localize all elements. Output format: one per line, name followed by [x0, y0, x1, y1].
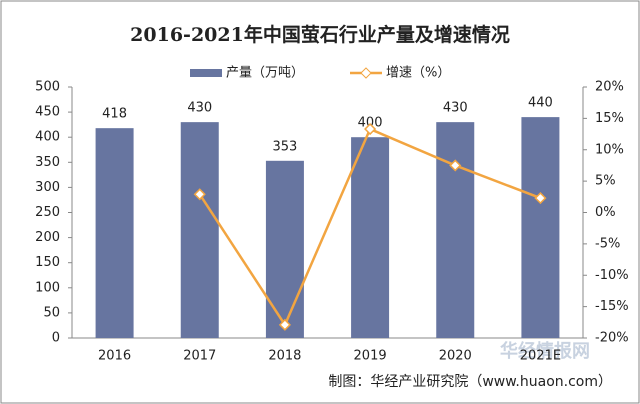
bar: [95, 128, 134, 338]
bar: [436, 122, 475, 338]
y-tick-label: 400: [35, 130, 60, 145]
y-tick-label: 150: [35, 255, 60, 270]
y2-tick-label: -5%: [595, 236, 620, 251]
y-tick-label: 350: [35, 155, 60, 170]
legend-label: 增速（%）: [386, 66, 450, 81]
y2-tick-label: 5%: [595, 174, 616, 189]
y-tick-label: 200: [35, 230, 60, 245]
x-tick-label: 2018: [268, 349, 301, 364]
y2-tick-label: 10%: [595, 142, 624, 157]
growth-marker: [193, 188, 206, 201]
x-tick-label: 2020: [439, 349, 472, 364]
x-tick-label: 2017: [183, 349, 216, 364]
chart-title: 2016-2021年中国萤石行业产量及增速情况: [130, 23, 510, 46]
watermark: 华经情报网: [500, 340, 590, 362]
bar-value-label: 353: [273, 139, 298, 154]
x-tick-label: 2019: [354, 349, 387, 364]
y-tick-label: 50: [43, 305, 60, 320]
y-tick-label: 100: [35, 280, 60, 295]
bar: [351, 137, 390, 338]
bar-value-label: 418: [102, 107, 127, 122]
growth-marker: [364, 122, 377, 136]
bar: [180, 122, 219, 338]
growth-marker: [278, 318, 291, 331]
growth-marker: [534, 192, 547, 205]
x-tick-label: 2016: [98, 349, 131, 364]
y2-tick-label: 0%: [595, 205, 616, 220]
bar: [265, 160, 304, 338]
y-tick-label: 500: [35, 80, 60, 95]
y2-tick-label: -10%: [595, 268, 629, 283]
bar-value-label: 430: [187, 101, 212, 116]
legend-swatch: [190, 69, 222, 77]
legend-label: 产量（万吨）: [226, 66, 304, 81]
bar-value-label: 430: [443, 101, 468, 116]
y2-tick-label: 15%: [595, 111, 624, 126]
y2-tick-label: -20%: [595, 331, 629, 346]
legend-swatch: [360, 67, 372, 79]
growth-marker: [449, 159, 462, 172]
y2-tick-label: 20%: [595, 80, 624, 95]
y-tick-label: 0: [52, 331, 60, 346]
bar: [521, 117, 560, 339]
y2-tick-label: -15%: [595, 299, 629, 314]
y-tick-label: 450: [35, 105, 60, 120]
bar-value-label: 440: [528, 96, 553, 111]
x-tick-label: 2021E: [520, 349, 561, 364]
source: 制图：华经产业研究院（www.huaon.com）: [328, 374, 612, 390]
y-tick-label: 250: [35, 205, 60, 220]
y-tick-label: 300: [35, 180, 60, 195]
